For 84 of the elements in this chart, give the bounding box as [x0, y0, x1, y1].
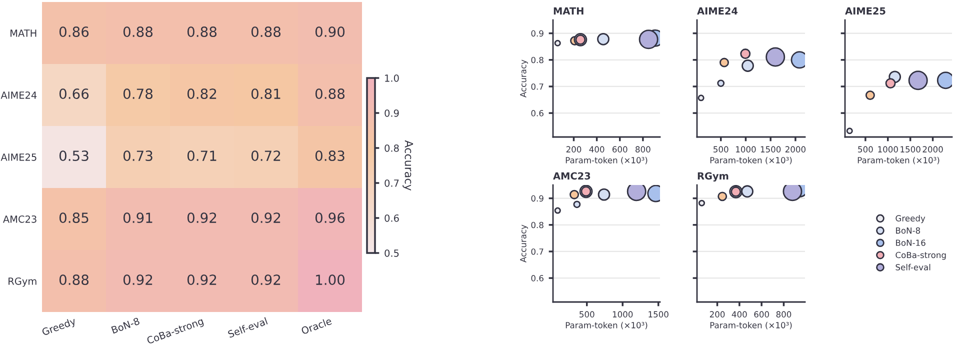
chart-title: AIME24: [697, 7, 738, 14]
data-label: 0.96: [315, 212, 345, 224]
data-label: 1.00: [316, 274, 345, 286]
data-label: 0.88: [315, 88, 345, 100]
y-tick-label: RGym: [8, 277, 36, 287]
y-tick-label: AIME24: [0, 91, 37, 99]
data-label: 0.86: [59, 26, 89, 38]
x-tick-label: 400: [732, 311, 747, 318]
color-bar-label: 0.5: [384, 249, 399, 257]
color-bar-title: Accuracy: [402, 140, 414, 191]
x-tick-label: BoN-8: [111, 317, 140, 334]
data-label: 0.90: [315, 26, 345, 38]
data-label: 0.88: [123, 26, 153, 38]
data-label: 0.78: [123, 88, 153, 100]
x-tick-label: 2000: [922, 146, 943, 152]
color-bar-label: 0.6: [384, 214, 399, 222]
x-axis-title: Param-token (×10³): [710, 156, 792, 164]
chart-title: MATH: [554, 7, 584, 14]
data-label: 0.66: [59, 88, 89, 100]
y-tick-label: 0.9: [531, 195, 544, 202]
data-label: 0.73: [123, 150, 152, 162]
x-tick-label: 600: [754, 311, 769, 318]
data-label: 0.92: [123, 274, 152, 286]
legend-label: BoN-16: [896, 240, 926, 246]
color-bar-label: 0.7: [384, 179, 399, 187]
y-axis-title: Accuracy: [520, 224, 528, 262]
x-tick-label: 1500: [900, 146, 920, 152]
chart-title: RGym: [698, 172, 728, 182]
legend-label: Greedy: [896, 215, 926, 224]
y-tick-label: MATH: [10, 30, 36, 37]
x-tick-label: 1500: [648, 311, 668, 318]
y-tick-label: AIME25: [0, 153, 36, 161]
data-label: 0.92: [251, 274, 280, 286]
x-tick-label: 200: [710, 311, 725, 318]
y-tick-label: 0.7: [531, 83, 544, 90]
x-tick-label: 200: [566, 146, 582, 152]
color-bar-label: 0.9: [384, 109, 399, 117]
legend-label: CoBa-strong: [896, 252, 946, 260]
data-label: 0.91: [123, 212, 152, 224]
x-tick-label: 1000: [612, 311, 633, 318]
data-label: 0.88: [251, 26, 281, 38]
x-tick-label: 400: [589, 146, 604, 152]
y-tick-label: 0.6: [531, 275, 544, 282]
x-tick-label: Oracle: [300, 317, 332, 335]
data-label: 0.81: [251, 88, 280, 100]
x-axis-title: Param-token (×10³): [858, 156, 940, 164]
legend-label: BoN-8: [896, 227, 920, 234]
y-tick-label: AMC23: [3, 215, 36, 223]
data-label: 0.88: [59, 274, 89, 286]
data-label: 0.53: [59, 150, 88, 162]
y-tick-label: 0.6: [531, 110, 544, 116]
x-tick-label: 1000: [878, 146, 898, 152]
y-tick-label: 0.8: [531, 56, 544, 64]
data-label: 0.92: [251, 212, 280, 224]
x-axis-title: Param-token (×10³): [566, 322, 648, 330]
data-label: 0.92: [187, 274, 216, 286]
color-bar-label: 1.0: [385, 74, 399, 82]
x-tick-label: 1500: [760, 146, 781, 152]
x-tick-label: 500: [858, 146, 873, 152]
data-label: 0.82: [187, 88, 216, 100]
chart-title: AMC23: [553, 172, 590, 180]
y-tick-label: 0.8: [531, 222, 544, 228]
legend-label: Self-eval: [896, 264, 930, 270]
chart-title: AIME25: [845, 7, 886, 15]
data-label: 0.71: [187, 150, 216, 162]
x-tick-label: 800: [636, 146, 650, 152]
x-tick-label: 1000: [736, 146, 756, 152]
y-tick-label: 0.7: [531, 248, 544, 255]
x-tick-label: 500: [714, 146, 728, 152]
data-label: 0.83: [315, 150, 344, 162]
data-label: 0.85: [59, 212, 88, 224]
data-label: 0.92: [187, 212, 216, 224]
data-label: 0.88: [187, 26, 217, 38]
data-label: 0.72: [251, 150, 280, 162]
x-tick-label: 2000: [785, 146, 806, 152]
x-axis-title: Param-token (×10³): [566, 156, 648, 164]
color-bar-label: 0.8: [384, 144, 399, 152]
y-tick-label: 0.9: [531, 30, 544, 37]
x-tick-label: 500: [580, 311, 594, 318]
y-axis-title: Accuracy: [520, 60, 528, 98]
x-tick-label: Greedy: [41, 316, 77, 338]
x-tick-label: 600: [612, 146, 628, 152]
x-tick-label: 800: [776, 311, 792, 318]
x-axis-title: Param-token (×10³): [710, 322, 792, 330]
